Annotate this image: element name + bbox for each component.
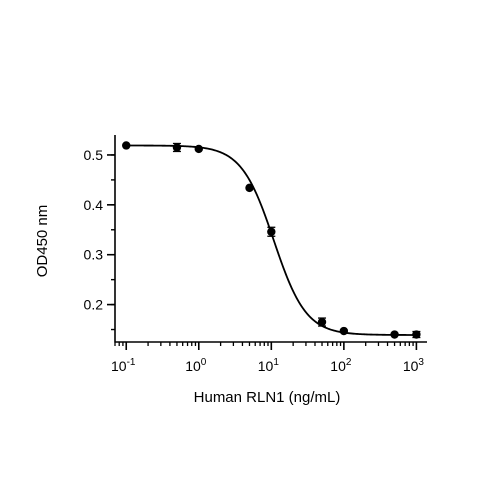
data-point bbox=[390, 330, 399, 339]
data-point bbox=[317, 317, 327, 327]
x-tick-base: 10 bbox=[330, 358, 346, 374]
data-point bbox=[122, 141, 131, 150]
x-tick-exponent: 2 bbox=[346, 357, 352, 368]
y-tick-label: 0.4 bbox=[84, 197, 104, 213]
x-tick-exponent: 3 bbox=[418, 357, 424, 368]
x-tick-base: 10 bbox=[185, 358, 201, 374]
ticks: 0.20.30.40.510-1 100 101 102 103 bbox=[84, 147, 425, 374]
data-points bbox=[122, 141, 421, 339]
data-point bbox=[245, 183, 254, 193]
data-point bbox=[194, 144, 203, 154]
x-tick-base: 10 bbox=[258, 358, 274, 374]
data-point bbox=[412, 330, 421, 339]
x-tick-label: 101 bbox=[258, 357, 280, 374]
x-tick-base: 10 bbox=[403, 358, 419, 374]
x-tick-exponent: -1 bbox=[127, 357, 136, 368]
data-point bbox=[339, 326, 349, 336]
y-tick-label: 0.5 bbox=[84, 147, 104, 163]
fit-curve bbox=[126, 144, 417, 336]
x-tick-label: 10-1 bbox=[111, 357, 136, 374]
x-tick-exponent: 1 bbox=[273, 357, 279, 368]
y-tick-label: 0.2 bbox=[84, 297, 104, 313]
x-tick-label: 100 bbox=[185, 357, 207, 374]
y-axis-title: OD450 nm bbox=[34, 205, 51, 278]
axes bbox=[114, 135, 427, 343]
y-tick-label: 0.3 bbox=[84, 247, 104, 263]
data-point bbox=[172, 143, 182, 152]
x-tick-label: 103 bbox=[403, 357, 425, 374]
x-tick-exponent: 0 bbox=[201, 357, 207, 368]
x-tick-label: 102 bbox=[330, 357, 352, 374]
x-axis-title: Human RLN1 (ng/mL) bbox=[194, 389, 341, 406]
x-tick-base: 10 bbox=[111, 358, 127, 374]
data-point bbox=[267, 227, 276, 236]
fit-curve-group bbox=[126, 144, 417, 336]
